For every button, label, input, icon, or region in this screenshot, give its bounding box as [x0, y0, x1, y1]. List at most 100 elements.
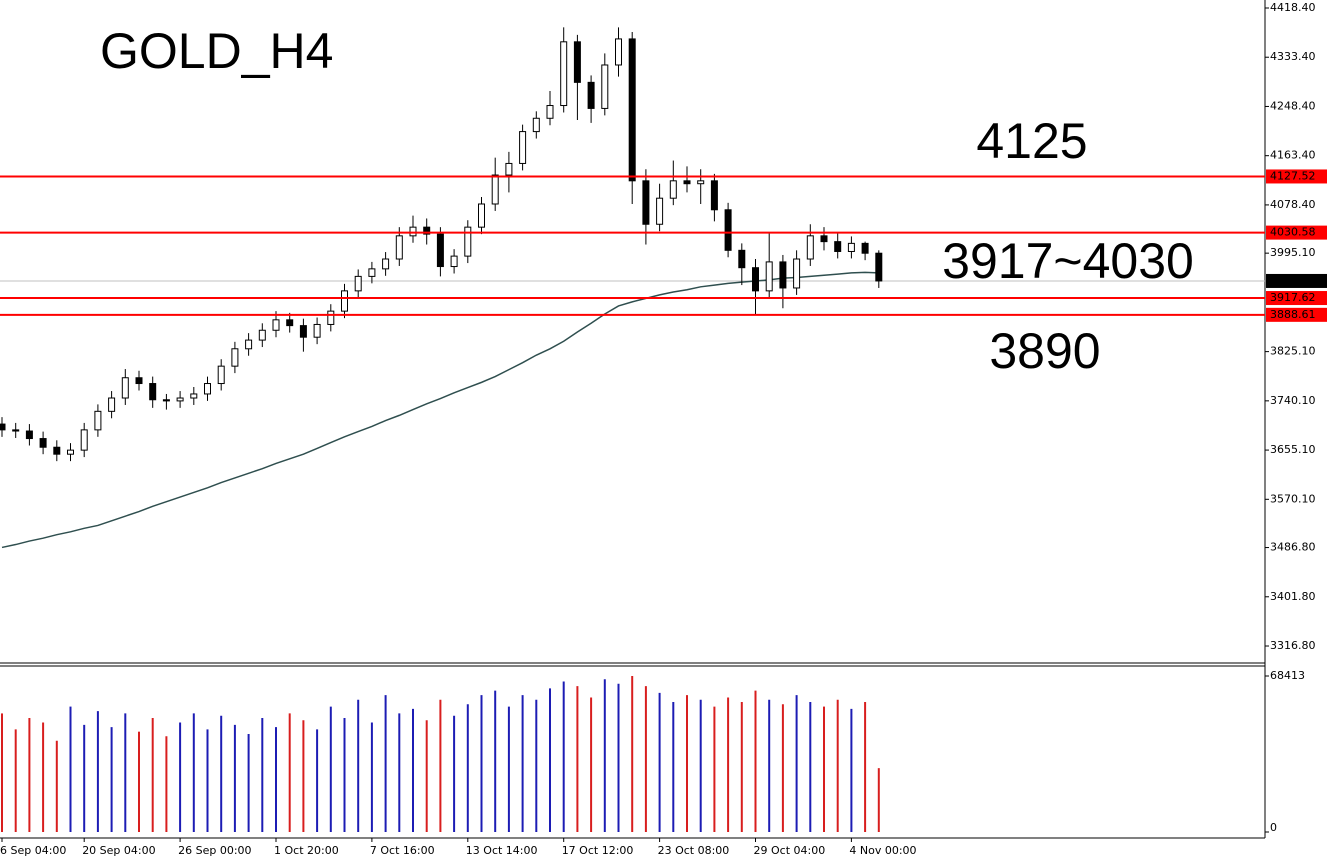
candle-body [847, 242, 855, 252]
x-tick-label: 7 Oct 16:00 [370, 844, 435, 857]
y-tick-label: 4333.40 [1270, 50, 1316, 63]
candle-body [409, 226, 417, 237]
current-price-label: 3947.10 [1270, 274, 1316, 287]
candle-body [258, 329, 266, 341]
candle-body [108, 397, 116, 412]
candle-body [204, 383, 211, 395]
candle-body [423, 226, 431, 235]
x-tick-label: 26 Sep 00:00 [178, 844, 251, 857]
candle-body [368, 268, 376, 277]
y-tick-label: 4418.40 [1270, 1, 1316, 14]
candle-body [765, 261, 773, 292]
level-label: 3888.61 [1270, 308, 1316, 321]
x-tick-label: 20 Sep 04:00 [82, 844, 155, 857]
y-tick-label: 4078.40 [1270, 198, 1316, 211]
candle-body [546, 105, 554, 119]
annotation: 4125 [976, 113, 1087, 169]
level-label: 4127.52 [1270, 169, 1316, 182]
candle-body [615, 38, 622, 66]
candle-body [94, 410, 102, 431]
candle-body [67, 449, 74, 455]
y-tick-label: 3825.10 [1270, 345, 1316, 358]
candle-body [0, 423, 6, 431]
candle-body [436, 233, 444, 268]
candle-body [560, 41, 568, 107]
chart-title: GOLD_H4 [100, 23, 333, 79]
candle-body [327, 310, 335, 325]
candle-body [231, 348, 239, 367]
candle-body [519, 131, 527, 164]
candle-body [573, 41, 581, 83]
volume-tick-label: 0 [1270, 821, 1277, 834]
candle-body [354, 275, 362, 292]
x-tick-label: 13 Oct 14:00 [466, 844, 538, 857]
candle-body [820, 235, 828, 243]
level-label-box [1266, 291, 1327, 306]
moving-average [1, 271, 879, 549]
candle-body [683, 180, 691, 185]
y-tick-label: 3486.80 [1270, 541, 1316, 554]
candle-body [532, 117, 540, 133]
candle-body [834, 241, 842, 252]
candle-body [149, 383, 157, 401]
candle-body [656, 197, 664, 225]
candle-body [710, 180, 718, 211]
annotation: 3917~4030 [942, 233, 1194, 289]
y-tick-label: 3401.80 [1270, 590, 1316, 603]
y-tick-label: 3740.10 [1270, 394, 1316, 407]
y-tick-label: 4248.40 [1270, 99, 1316, 112]
x-tick-label: 4 Nov 00:00 [849, 844, 916, 857]
x-tick-label: 29 Oct 04:00 [754, 844, 826, 857]
candle-body [505, 162, 513, 176]
level-label-box [1266, 169, 1327, 184]
candle-body [738, 249, 746, 269]
y-tick-label: 4163.40 [1270, 149, 1316, 162]
candle-body [601, 64, 609, 109]
candle-body [286, 319, 294, 327]
level-label-box [1266, 307, 1327, 322]
level-label-box [1266, 225, 1327, 240]
level-label: 4030.58 [1270, 226, 1316, 239]
candle-body [25, 430, 33, 440]
candle-body [642, 180, 650, 225]
candle-body [190, 393, 198, 399]
candle-body [669, 180, 677, 199]
candle-body [793, 258, 801, 289]
candle-body [245, 339, 253, 350]
candle-body [697, 180, 705, 185]
candle-body [587, 81, 595, 109]
candle-body [162, 399, 170, 402]
candle-body [299, 325, 307, 338]
candle-body [217, 365, 225, 385]
volume-tick-label: 68413 [1270, 669, 1305, 682]
candle-body [313, 323, 321, 338]
candle-body [382, 258, 390, 270]
candle-body [806, 235, 814, 260]
y-tick-label: 3316.80 [1270, 639, 1316, 652]
x-tick-label: 6 Sep 04:00 [0, 844, 66, 857]
candle-body [12, 429, 20, 432]
candle-body [272, 319, 280, 331]
y-tick-label: 3570.10 [1270, 492, 1316, 505]
x-tick-label: 1 Oct 20:00 [274, 844, 339, 857]
candle-body [861, 242, 869, 254]
candle-body [39, 438, 47, 448]
candle-body [478, 203, 485, 228]
candle-body [875, 252, 883, 282]
candle-body [80, 429, 88, 451]
candle-body [53, 446, 61, 455]
candle-body [450, 255, 458, 268]
y-tick-label: 3995.10 [1270, 246, 1316, 259]
candle-body [779, 261, 787, 289]
candle-body [491, 174, 499, 205]
candle-body [395, 235, 403, 260]
candle-body [121, 377, 129, 399]
candle-body [341, 290, 348, 312]
y-tick-label: 3655.10 [1270, 443, 1316, 456]
level-label: 3917.62 [1270, 291, 1316, 304]
candle-body [135, 377, 143, 385]
current-price-box [1266, 273, 1327, 288]
candle-body [464, 226, 472, 257]
candle-body [176, 397, 184, 402]
